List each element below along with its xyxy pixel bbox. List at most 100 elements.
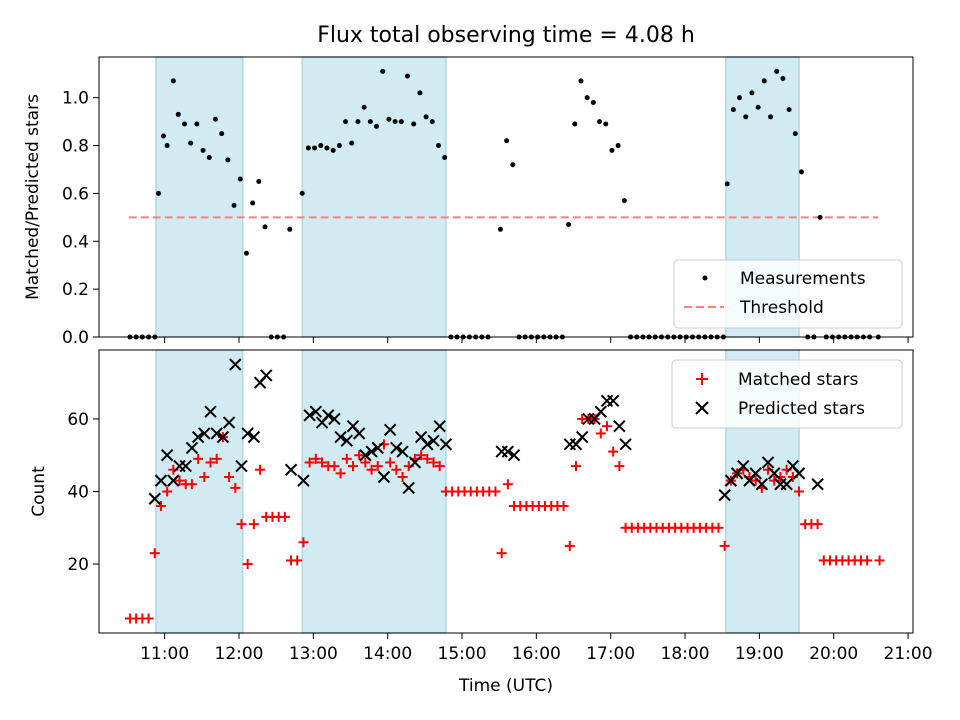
legend: Matched stars Predicted stars [671,359,903,429]
x-tick-label: 13:00 [289,644,338,664]
measurement-point [343,119,349,125]
measurement-point [590,99,596,105]
measurement-point [774,68,780,74]
measurement-point [597,119,603,125]
predicted-star-point [309,405,323,418]
matched-star-point [416,450,427,461]
predicted-star-point [359,449,372,462]
measurement-point [743,114,749,120]
measurement-point [724,181,730,187]
x-stroke [761,456,775,469]
x-stroke [619,438,632,451]
x-stroke [346,419,360,433]
x-stroke [365,445,378,458]
matched-star-point [366,464,377,475]
measurement-point [780,76,786,82]
measurement-point [584,95,590,101]
measurement-point [237,176,243,182]
measurement-point [256,178,262,184]
predicted-star-point [402,481,415,495]
x-stroke [260,369,273,382]
matched-star-point [143,613,154,624]
measurement-point [250,200,256,206]
measurement-point [262,224,268,230]
x-stroke [160,449,174,462]
x-stroke [749,467,762,480]
predicted-points [148,358,824,505]
matched-star-point [230,482,241,493]
measurement-point [761,78,767,84]
measurement-point [429,119,435,125]
measurement-point [336,143,342,149]
predicted-star-point [433,419,446,433]
x-stroke [303,409,316,422]
x-tick-label: 20:00 [809,644,858,664]
y-tick-label: 40 [67,483,89,503]
x-stroke [433,419,446,433]
measurement-point [206,155,212,161]
measurement-point [504,138,510,144]
matched-star-point [428,457,439,468]
x-stroke [718,488,731,502]
x-stroke [185,441,199,455]
matched-star-point [298,537,309,548]
measurement-point [155,190,161,196]
predicted-star-point [284,463,298,476]
x-stroke [284,463,298,476]
matched-star-point [558,501,569,512]
x-stroke [768,467,781,480]
count-panel: 20 40 60 11:00 12:00 13:00 14:00 15:00 16:00 17:… [29,349,933,696]
measurement-point [435,143,441,149]
measurement-point [572,121,578,127]
measurement-point [200,147,206,153]
measurement-point [398,119,404,125]
measurement-point [411,121,417,127]
measurement-point [175,111,181,117]
predicted-star-point [160,449,174,462]
x-stroke [377,470,391,484]
measurement-point [615,143,621,149]
predicted-star-point [761,456,775,469]
ratio-panel: 0.0 0.2 0.4 0.6 0.8 1.0 Matched/Predicted sta… [23,56,914,348]
x-stroke [179,459,192,473]
measurement-point [737,95,743,101]
x-stroke [780,478,793,491]
matched-star-point [186,479,197,490]
x-stroke [198,427,211,440]
measurement-point [786,107,792,113]
matched-star-point [719,540,730,551]
predicted-star-point [563,438,577,451]
x-stroke [297,474,310,487]
matched-star-point [564,540,575,551]
matched-star-point [360,457,371,468]
x-stroke [241,427,254,440]
y-tick-label: 20 [67,555,89,575]
x-stroke [383,423,397,437]
measurement-point [386,116,392,122]
x-stroke [396,445,409,458]
measurement-point [497,226,503,232]
predicted-star-point [340,434,354,447]
measurement-point [305,145,311,151]
legend-marker-plus [696,373,708,385]
matched-star-point [595,428,606,439]
x-stroke [216,430,230,444]
predicted-star-point [322,409,335,422]
x-stroke [359,449,372,462]
matched-star-point [162,486,173,497]
predicted-star-point [383,423,397,437]
matched-star-point [391,464,402,475]
x-axis-ticks [164,337,909,343]
predicted-star-point [495,445,508,458]
measurement-point [768,114,774,120]
matched-star-point [193,453,204,464]
x-stroke [408,456,422,469]
x-stroke [594,405,607,418]
x-stroke [390,441,403,455]
y-axis-label: Count [29,466,49,517]
x-tick-label: 21:00 [884,644,933,664]
x-stroke [191,430,205,444]
matched-star-point [874,555,885,566]
predicted-star-point [792,467,806,480]
observing-window-span [155,56,244,338]
